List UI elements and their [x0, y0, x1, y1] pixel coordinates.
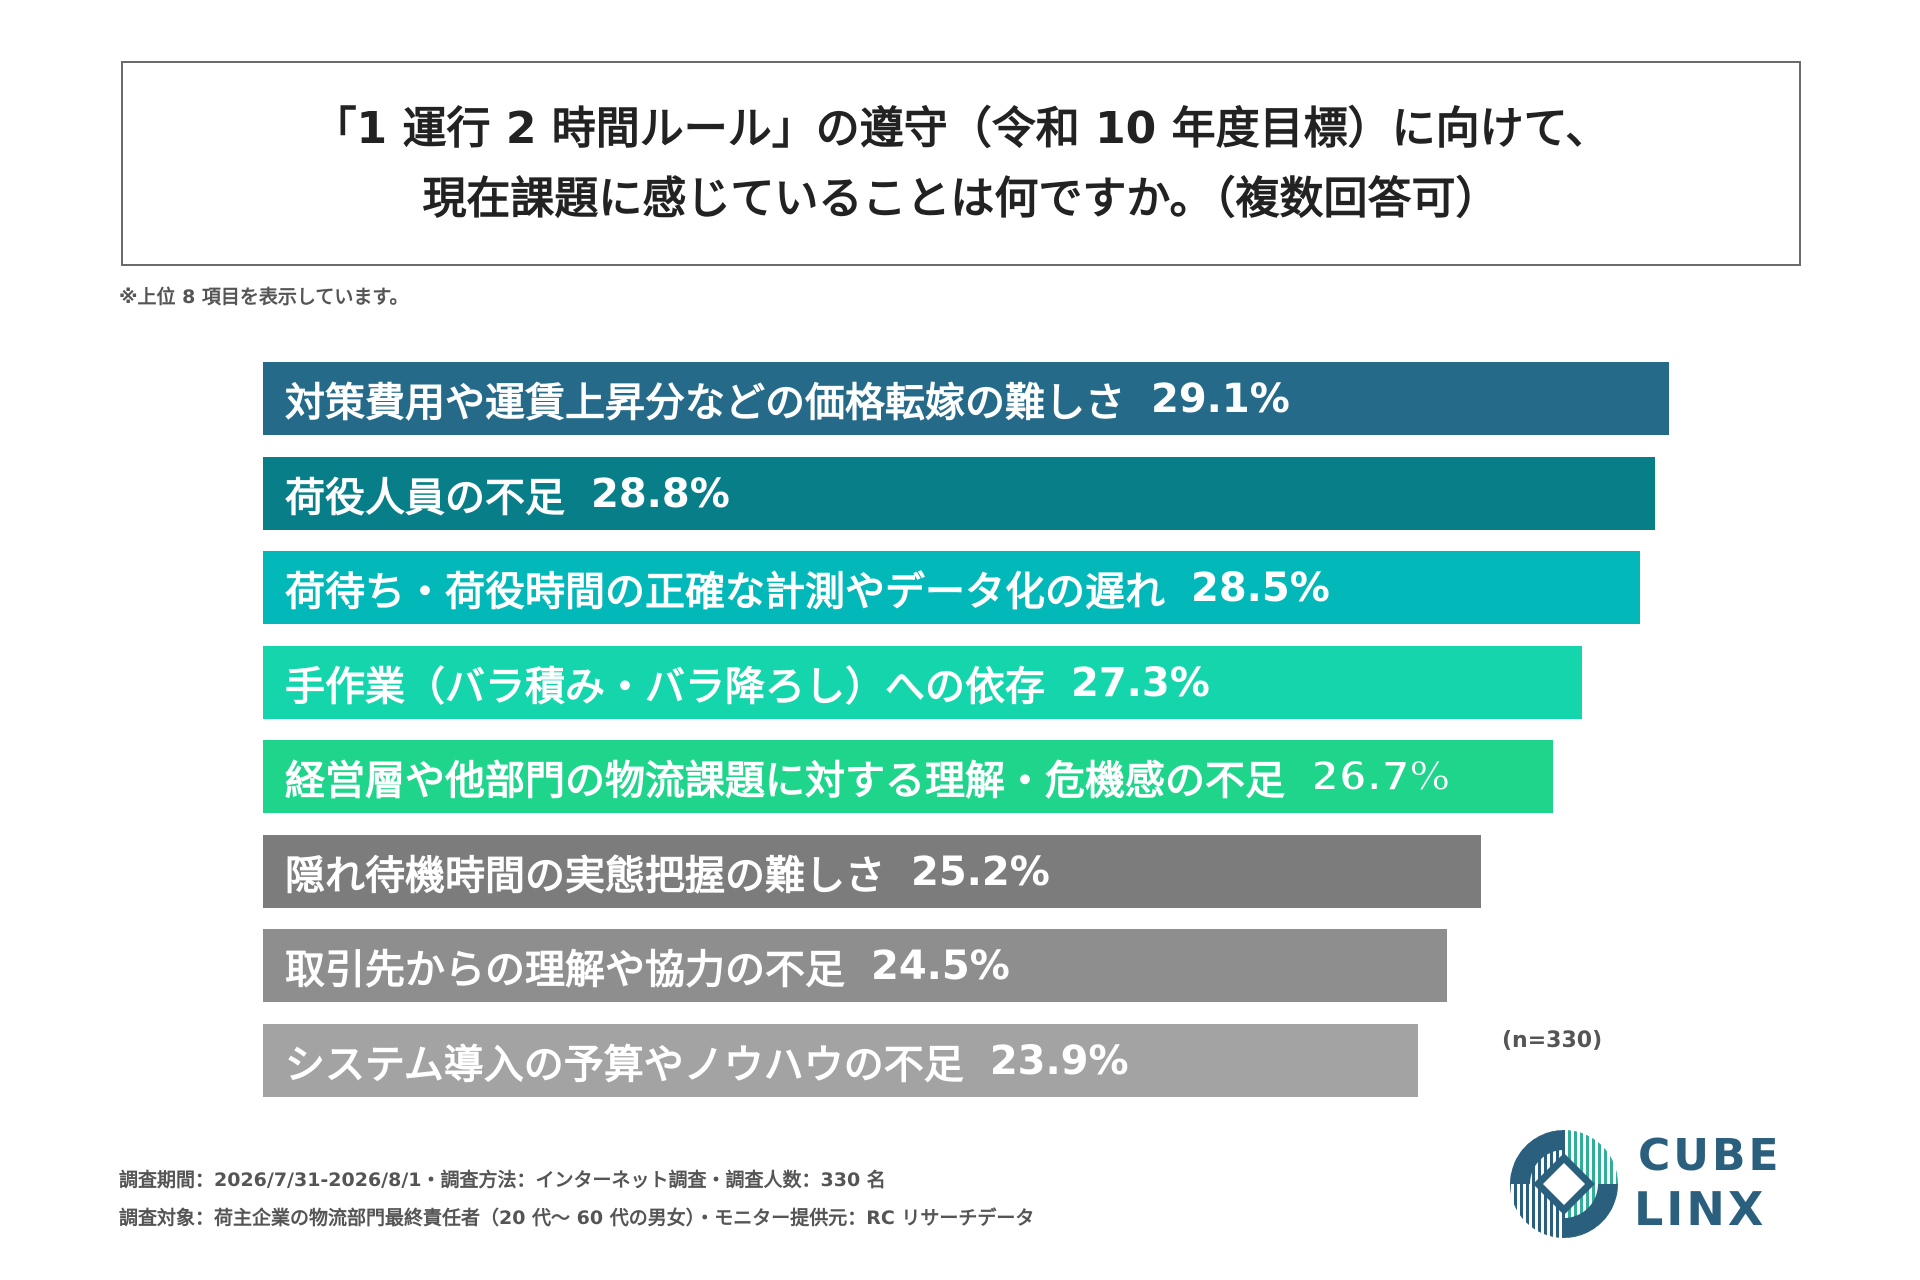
bar-4: 手作業（バラ積み・バラ降ろし）への依存 27.3%	[263, 646, 1582, 719]
bar-label-3: 荷待ち・荷役時間の正確な計測やデータ化の遅れ	[285, 568, 1165, 615]
bar-value-7: 24.5%	[871, 942, 1010, 989]
cube-linx-logo: CUBE LINX	[1508, 1128, 1808, 1238]
bar-3: 荷待ち・荷役時間の正確な計測やデータ化の遅れ 28.5%	[263, 551, 1640, 624]
title-line-1: 「1 運行 2 時間ルール」の遵守（令和 10 年度目標）に向けて、	[312, 102, 1610, 154]
logo-text-linx: LINX	[1634, 1182, 1767, 1236]
bar-label-1: 対策費用や運賃上昇分などの価格転嫁の難しさ	[285, 379, 1125, 426]
title-box: 「1 運行 2 時間ルール」の遵守（令和 10 年度目標）に向けて、 現在課題に…	[121, 61, 1801, 266]
logo-stripe	[1514, 1130, 1517, 1238]
bar-value-5: 26.7%	[1310, 753, 1451, 801]
bar-1: 対策費用や運賃上昇分などの価格転嫁の難しさ 29.1%	[263, 362, 1669, 435]
bar-label-6: 隠れ待機時間の実態把握の難しさ	[285, 852, 885, 899]
bar-label-7: 取引先からの理解や協力の不足	[285, 946, 845, 993]
logo-text-cube: CUBE	[1638, 1130, 1782, 1181]
bar-value-4: 27.3%	[1071, 659, 1210, 706]
cube-logo-icon	[1510, 1128, 1624, 1244]
bar-7: 取引先からの理解や協力の不足 24.5%	[263, 929, 1447, 1002]
bar-label-5: 経営層や他部門の物流課題に対する理解・危機感の不足	[285, 757, 1285, 804]
logo-stripe	[1520, 1130, 1523, 1238]
bar-value-1: 29.1%	[1151, 375, 1290, 422]
bar-value-3: 28.5%	[1191, 564, 1330, 611]
bar-label-2: 荷役人員の不足	[285, 474, 565, 521]
bar-8: システム導入の予算やノウハウの不足 23.9%	[263, 1024, 1418, 1097]
footer-survey-target: 調査対象：荷主企業の物流部門最終責任者（20 代～ 60 代の男女）・モニター提…	[119, 1207, 1035, 1229]
sample-size-label: (n=330)	[1502, 1028, 1603, 1053]
bar-value-8: 23.9%	[989, 1037, 1129, 1084]
bar-label-8: システム導入の予算やノウハウの不足	[285, 1041, 964, 1088]
bar-2: 荷役人員の不足 28.8%	[263, 457, 1655, 530]
note-text: ※上位 8 項目を表示しています。	[119, 286, 409, 308]
footer-survey-period: 調査期間：2026/7/31-2026/8/1・調査方法：インターネット調査・調…	[119, 1169, 886, 1191]
bar-5: 経営層や他部門の物流課題に対する理解・危機感の不足 26.7%	[263, 740, 1553, 813]
bar-6: 隠れ待機時間の実態把握の難しさ 25.2%	[263, 835, 1481, 908]
logo-stripe	[1622, 1128, 1624, 1244]
bar-value-2: 28.8%	[591, 470, 730, 517]
title-line-2: 現在課題に感じていることは何ですか。（複数回答可）	[422, 172, 1500, 224]
logo-stripe	[1510, 1130, 1511, 1238]
bar-label-4: 手作業（バラ積み・バラ降ろし）への依存	[285, 663, 1045, 710]
bar-value-6: 25.2%	[911, 848, 1050, 895]
